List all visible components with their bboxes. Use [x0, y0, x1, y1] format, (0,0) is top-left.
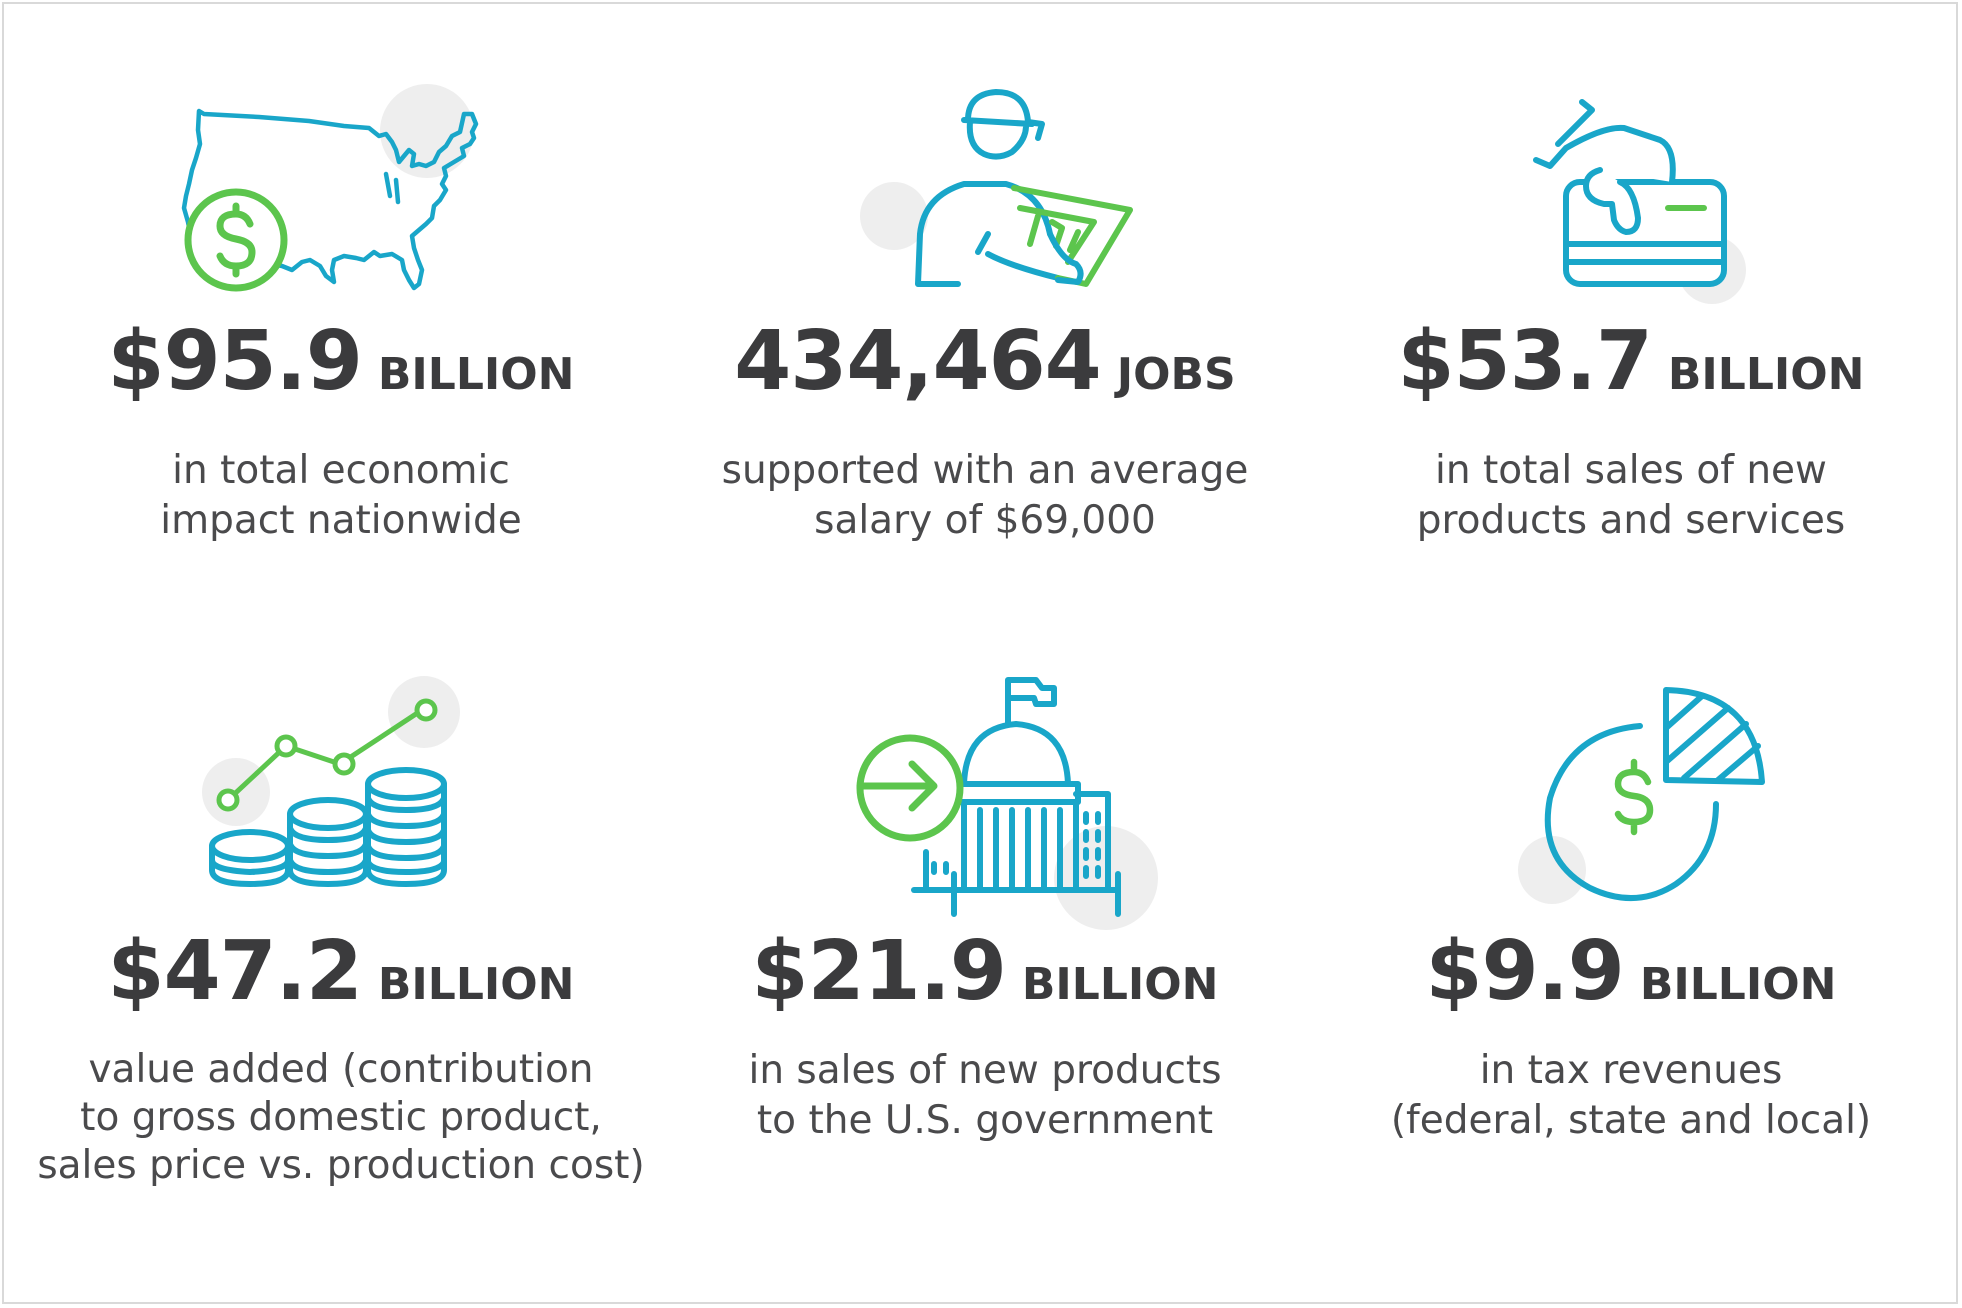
stat-card-value-added: $47.2 BILLION value added (contribution t… [14, 674, 668, 1234]
stat-unit: BILLION [1639, 959, 1837, 1010]
stat-card-sales: $53.7 BILLION in total sales of new produ… [1304, 84, 1958, 564]
stat-description-line: salary of $69,000 [814, 498, 1156, 543]
stat-description-line: (federal, state and local) [1390, 1098, 1872, 1143]
stat-description: in total sales of new products and servi… [1304, 446, 1958, 546]
stat-description: supported with an average salary of $69,… [658, 446, 1312, 546]
stat-card-tax-revenues: $9.9 BILLION in tax revenues (federal, st… [1304, 674, 1958, 1234]
stat-unit: BILLION [377, 349, 575, 400]
coins-growth-chart-icon [202, 676, 460, 888]
stat-headline: $21.9 BILLION [658, 924, 1312, 1019]
stat-headline: 434,464 JOBS [658, 314, 1312, 409]
stat-number: $53.7 [1397, 314, 1653, 409]
stat-unit: JOBS [1116, 349, 1236, 400]
stat-number: $95.9 [107, 314, 363, 409]
stat-description: in sales of new products to the U.S. gov… [658, 1046, 1312, 1146]
stat-number: $9.9 [1425, 924, 1625, 1019]
stat-unit: BILLION [377, 959, 575, 1010]
stat-description-line: impact nationwide [160, 498, 522, 543]
usa-map-dollar-icon [181, 84, 479, 292]
stat-description: value added (contribution to gross domes… [14, 1046, 668, 1190]
stat-description-line: products and services [1416, 498, 1846, 543]
worker-blueprint-icon [860, 89, 1133, 287]
stat-description-line: in total sales of new [1435, 448, 1827, 493]
stat-number: $47.2 [107, 924, 363, 1019]
stat-description-line: to the U.S. government [756, 1098, 1214, 1143]
stat-description-line: in tax revenues [1479, 1048, 1783, 1093]
stat-description: in total economic impact nationwide [14, 446, 668, 546]
stat-description-line: to gross domestic product, [80, 1095, 602, 1140]
stat-description-line: sales price vs. production cost) [37, 1143, 645, 1188]
stat-headline: $47.2 BILLION [14, 924, 668, 1019]
stat-headline: $53.7 BILLION [1304, 314, 1958, 409]
stat-number: 434,464 [734, 314, 1101, 409]
stat-description-line: in total economic [172, 448, 510, 493]
hand-credit-card-icon [1533, 99, 1746, 304]
stat-headline: $95.9 BILLION [14, 314, 668, 409]
stat-number: $21.9 [751, 924, 1007, 1019]
stat-description-line: supported with an average [721, 448, 1249, 493]
stat-card-economic-impact: $95.9 BILLION in total economic impact na… [14, 84, 668, 564]
stat-description-line: value added (contribution [88, 1047, 594, 1092]
stat-unit: BILLION [1021, 959, 1219, 1010]
stat-description-line: in sales of new products [748, 1048, 1222, 1093]
stat-description: in tax revenues (federal, state and loca… [1304, 1046, 1958, 1146]
stat-unit: BILLION [1667, 349, 1865, 400]
tax-pie-chart-dollar-icon [1518, 687, 1765, 904]
stat-headline: $9.9 BILLION [1304, 924, 1958, 1019]
stat-card-government-sales: $21.9 BILLION in sales of new products to… [658, 674, 1312, 1234]
government-building-arrow-icon [856, 677, 1158, 930]
stat-card-jobs: 434,464 JOBS supported with an average sa… [658, 84, 1312, 564]
